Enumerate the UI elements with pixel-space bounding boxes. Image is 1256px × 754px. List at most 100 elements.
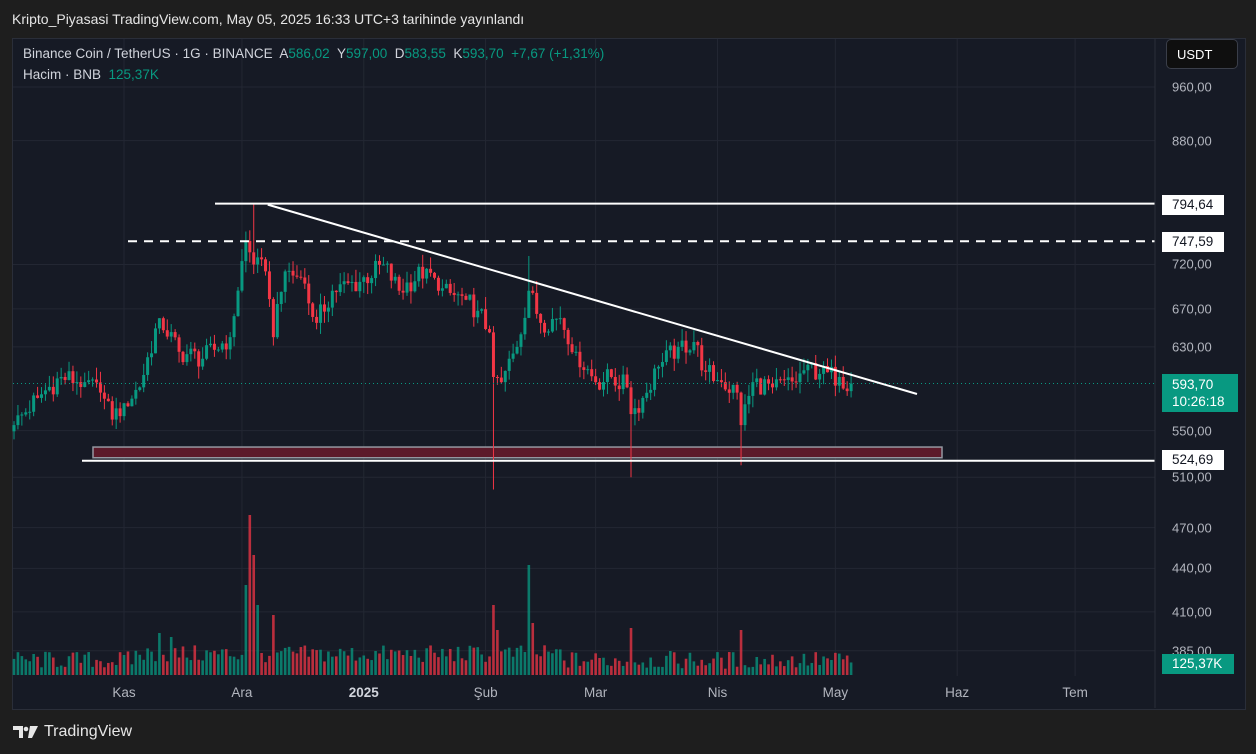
volume-bar xyxy=(350,648,354,675)
candle-body xyxy=(338,284,342,293)
candle-body xyxy=(680,340,684,347)
volume-bar xyxy=(826,658,829,675)
volume-bar xyxy=(574,652,578,675)
candle-body xyxy=(822,365,826,374)
candle-body xyxy=(114,408,118,420)
close-label: K xyxy=(453,46,463,61)
volume-bar xyxy=(122,654,126,675)
candle-body xyxy=(715,380,719,382)
candle-body xyxy=(51,386,55,395)
volume-bar xyxy=(244,585,248,675)
time-tick-label: Kas xyxy=(112,685,136,700)
volume-bar xyxy=(834,652,837,675)
volume-bar xyxy=(319,649,322,675)
candle-body xyxy=(507,358,511,371)
candle-body xyxy=(236,290,240,317)
candle-body xyxy=(55,378,59,395)
volume-bar xyxy=(59,665,63,675)
candle-body xyxy=(256,257,260,265)
candle-body xyxy=(165,330,169,337)
candle-body xyxy=(232,316,236,338)
volume-bar xyxy=(303,645,307,675)
candle-body xyxy=(543,322,547,333)
candle-body xyxy=(425,268,429,279)
candle-body xyxy=(751,382,755,396)
candle-body xyxy=(464,295,468,300)
candle-body xyxy=(303,277,307,284)
candle-body xyxy=(558,318,562,320)
candle-body xyxy=(523,317,527,335)
volume-bar xyxy=(95,659,98,675)
candle-body xyxy=(826,365,830,373)
volume-bar xyxy=(724,668,727,675)
chart-panel[interactable] xyxy=(12,38,1246,710)
candle-body xyxy=(633,408,637,415)
candle-body xyxy=(539,313,543,323)
candle-body xyxy=(228,337,232,350)
volume-bar xyxy=(562,660,566,675)
volume-bar xyxy=(602,657,605,675)
symbol-name[interactable]: Binance Coin / TetherUS · 1G · BINANCE xyxy=(23,46,273,61)
candle-body xyxy=(433,272,437,278)
tradingview-logo[interactable]: TradingView xyxy=(13,723,132,741)
volume-bar xyxy=(55,666,59,675)
resistance-level-tag: 794,64 xyxy=(1162,195,1224,215)
candle-body xyxy=(370,278,374,284)
candle-body xyxy=(244,240,248,262)
candle-body xyxy=(700,345,704,371)
volume-bar xyxy=(814,652,818,675)
price-tick-label: 670,00 xyxy=(1172,301,1212,317)
volume-bar xyxy=(645,667,649,675)
candle-body xyxy=(126,403,130,407)
candle-body xyxy=(161,318,165,331)
candle-body xyxy=(527,290,531,318)
volume-bar xyxy=(665,655,668,675)
candle-body xyxy=(782,379,786,381)
candle-body xyxy=(436,277,440,291)
volume-bar xyxy=(558,649,562,675)
volume-bar xyxy=(268,655,271,675)
candle-body xyxy=(566,329,570,345)
candle-body xyxy=(283,271,287,292)
volume-bar xyxy=(311,649,314,675)
volume-label[interactable]: Hacim · BNB xyxy=(23,67,102,82)
volume-bar xyxy=(146,648,149,675)
candle-body xyxy=(354,281,358,292)
candle-body xyxy=(578,351,582,368)
volume-bar xyxy=(224,649,228,675)
price-tick-label: 880,00 xyxy=(1172,133,1212,149)
volume-bar xyxy=(413,649,417,675)
volume-bar xyxy=(386,659,389,675)
volume-bar xyxy=(551,653,554,675)
candle-body xyxy=(291,270,295,276)
candle-body xyxy=(602,382,605,390)
candle-body xyxy=(36,395,40,398)
candle-body xyxy=(346,281,350,284)
volume-bar xyxy=(44,651,47,675)
volume-bar xyxy=(417,657,421,675)
candle-body xyxy=(499,377,503,383)
volume-bar xyxy=(692,661,696,675)
time-tick-label: Mar xyxy=(584,685,608,700)
volume-bar xyxy=(586,661,590,675)
candle-body xyxy=(275,304,279,338)
volume-bar xyxy=(354,660,358,675)
volume-bar xyxy=(110,662,114,675)
candle-body xyxy=(43,390,47,395)
candle-body xyxy=(71,371,75,384)
candle-body xyxy=(319,304,323,323)
volume-bar xyxy=(32,653,35,675)
candle-body xyxy=(110,401,114,420)
candle-body xyxy=(150,353,154,358)
volume-bar xyxy=(378,653,381,675)
volume-bar xyxy=(637,664,641,675)
currency-button[interactable]: USDT xyxy=(1166,39,1238,69)
volume-bar xyxy=(382,645,385,675)
volume-bar xyxy=(83,654,87,675)
volume-bar xyxy=(421,661,425,675)
candle-body xyxy=(342,281,346,285)
volume-bar xyxy=(582,661,586,675)
candle-body xyxy=(562,318,566,330)
volume-bar xyxy=(63,666,67,675)
